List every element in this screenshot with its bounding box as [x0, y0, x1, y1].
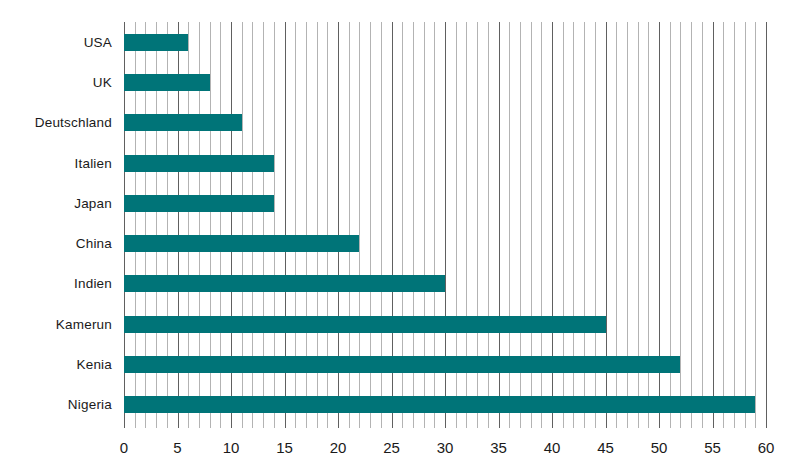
x-tick-label-5: 5 [173, 438, 181, 458]
major-gridline [766, 22, 767, 428]
bar-nigeria [124, 396, 755, 413]
y-axis-category-labels: USA UK Deutschland Italien Japan China Indien K… [0, 22, 112, 425]
bars-layer [124, 22, 766, 425]
x-tick-label-10: 10 [223, 438, 240, 458]
x-tick-label-30: 30 [437, 438, 454, 458]
x-tick-label-55: 55 [704, 438, 721, 458]
category-label-japan: Japan [0, 197, 112, 211]
category-label-deutschland: Deutschland [0, 116, 112, 130]
category-label-kenia: Kenia [0, 358, 112, 372]
category-label-uk: UK [0, 76, 112, 90]
x-tick-label-0: 0 [120, 438, 128, 458]
category-label-china: China [0, 237, 112, 251]
category-label-kamerun: Kamerun [0, 318, 112, 332]
plot-area [124, 22, 766, 425]
bar-china [124, 235, 359, 252]
bar-deutschland [124, 114, 242, 131]
x-tick-label-40: 40 [544, 438, 561, 458]
x-tick-label-45: 45 [597, 438, 614, 458]
bar-kenia [124, 356, 680, 373]
x-tick-label-20: 20 [330, 438, 347, 458]
category-label-usa: USA [0, 36, 112, 50]
x-tick-label-25: 25 [383, 438, 400, 458]
bar-usa [124, 34, 188, 51]
category-label-nigeria: Nigeria [0, 398, 112, 412]
bar-chart: USA UK Deutschland Italien Japan China Indien K… [0, 0, 797, 473]
x-axis-tick-labels: 051015202530354045505560 [124, 438, 766, 460]
x-tick-label-35: 35 [490, 438, 507, 458]
x-tick-label-60: 60 [758, 438, 775, 458]
x-tick-label-50: 50 [651, 438, 668, 458]
bar-japan [124, 195, 274, 212]
bar-indien [124, 275, 445, 292]
bar-kamerun [124, 316, 606, 333]
x-tick-label-15: 15 [276, 438, 293, 458]
bar-italien [124, 155, 274, 172]
category-label-italien: Italien [0, 157, 112, 171]
bar-uk [124, 74, 210, 91]
category-label-indien: Indien [0, 277, 112, 291]
